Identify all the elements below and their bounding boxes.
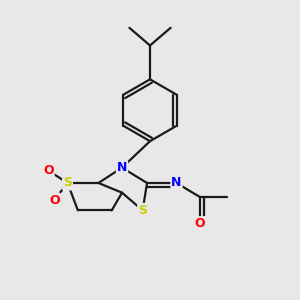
Text: N: N xyxy=(117,161,127,174)
Text: O: O xyxy=(195,217,206,230)
Text: S: S xyxy=(63,176,72,190)
Text: O: O xyxy=(49,194,60,207)
Text: S: S xyxy=(138,204,147,217)
Text: N: N xyxy=(171,176,182,190)
Text: O: O xyxy=(43,164,54,177)
